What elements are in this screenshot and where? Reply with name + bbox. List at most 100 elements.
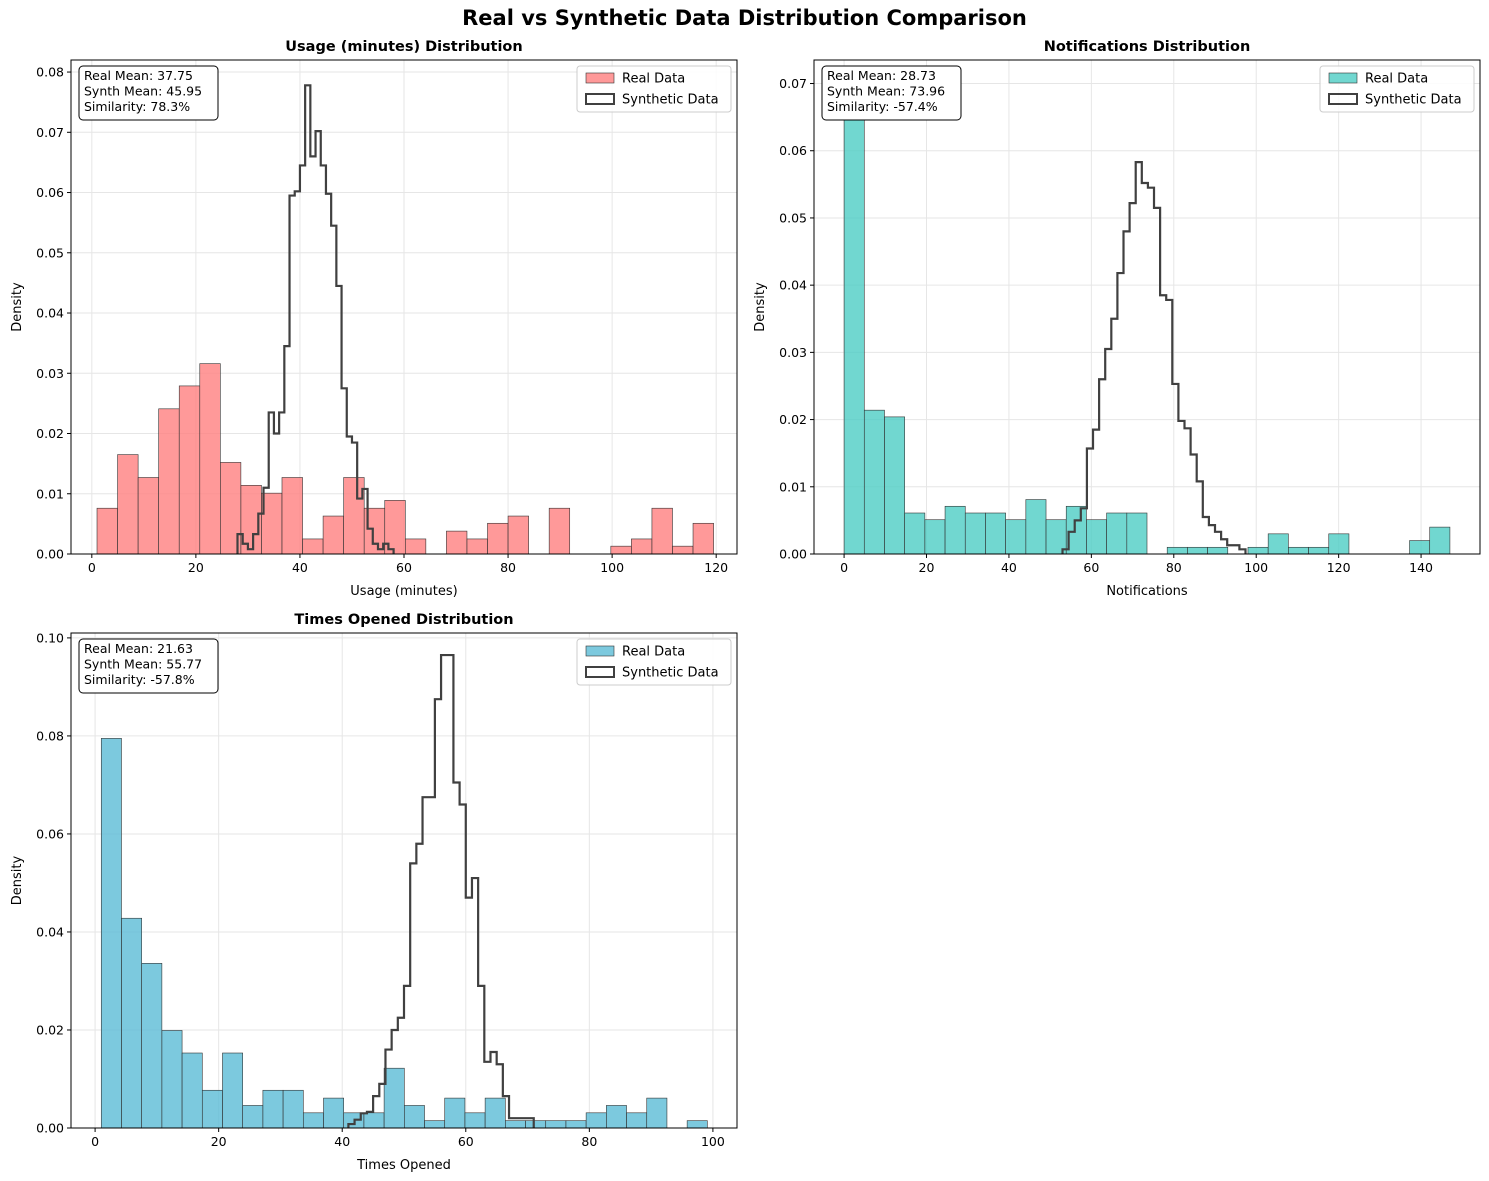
y-axis-label: Density bbox=[753, 282, 768, 332]
histogram-bar bbox=[610, 545, 632, 554]
chart-panel-1: 0 20 40 60 80 100 120 0.00 0.01 0.02 0.03 0.04 0.05 0… bbox=[10, 39, 738, 599]
x-axis-label: Times Opened bbox=[356, 1158, 451, 1173]
histogram-bar bbox=[181, 1052, 203, 1128]
histogram-bar bbox=[505, 1120, 526, 1128]
y-tick-label: 0.03 bbox=[36, 366, 64, 381]
histogram-bar bbox=[363, 1112, 385, 1128]
legend-frame bbox=[576, 65, 732, 113]
y-axis-label: Density bbox=[10, 855, 25, 905]
x-tick-label: 60 bbox=[458, 1134, 474, 1149]
y-tick-label: 0.06 bbox=[36, 826, 64, 841]
histogram-bar bbox=[242, 1105, 264, 1128]
chart-title: Notifications Distribution bbox=[1044, 39, 1251, 55]
histogram-bar bbox=[466, 538, 488, 554]
axes-frame bbox=[70, 632, 738, 1129]
legend-label: Real Data bbox=[1365, 72, 1428, 87]
y-tick-label: 0.02 bbox=[779, 412, 807, 427]
y-tick-label: 0.08 bbox=[36, 65, 64, 80]
axes-frame bbox=[813, 59, 1481, 555]
histogram-bar bbox=[672, 545, 694, 554]
y-tick-label: 0.07 bbox=[779, 76, 807, 91]
histogram-bar bbox=[302, 1112, 324, 1128]
stats-box-frame bbox=[78, 65, 219, 121]
histogram-bar bbox=[863, 409, 885, 554]
histogram-bar bbox=[1288, 546, 1309, 554]
histogram-bar bbox=[944, 505, 966, 554]
x-tick-label: 80 bbox=[500, 560, 516, 575]
y-tick-label: 0.01 bbox=[36, 486, 64, 501]
y-axis-label: Density bbox=[10, 282, 25, 332]
histogram-bar bbox=[383, 1067, 405, 1128]
histogram-bar bbox=[222, 1052, 243, 1128]
legend-label: Real Data bbox=[622, 645, 685, 660]
x-tick-label: 0 bbox=[91, 1134, 99, 1149]
y-tick-label: 0.04 bbox=[779, 278, 807, 293]
y-tick-label: 0.00 bbox=[36, 1121, 64, 1136]
histogram-bar bbox=[141, 963, 163, 1128]
synthetic-step-line bbox=[347, 653, 535, 1128]
histogram-bar bbox=[651, 507, 673, 554]
legend-swatch-real bbox=[585, 645, 615, 657]
histogram-bar bbox=[444, 1097, 466, 1128]
histogram-bar bbox=[1005, 519, 1027, 554]
histogram-bar bbox=[464, 1112, 486, 1128]
stats-line: Similarity: -57.8% bbox=[84, 672, 195, 687]
x-tick-label: 100 bbox=[701, 1134, 725, 1149]
x-tick-label: 100 bbox=[600, 560, 624, 575]
y-tick-label: 0.00 bbox=[36, 547, 64, 562]
histogram-bar bbox=[1267, 533, 1289, 554]
histogram-bar bbox=[1207, 546, 1229, 554]
histogram-bar bbox=[446, 530, 468, 554]
histogram-bar bbox=[1025, 499, 1047, 554]
synthetic-step-line bbox=[236, 84, 395, 554]
histogram-bar bbox=[281, 477, 303, 554]
stats-line: Similarity: 78.3% bbox=[84, 99, 190, 114]
x-tick-label: 80 bbox=[581, 1134, 597, 1149]
legend-label: Synthetic Data bbox=[1365, 93, 1462, 108]
x-tick-label: 140 bbox=[1409, 560, 1433, 575]
legend-label: Real Data bbox=[622, 72, 685, 87]
histogram-bar bbox=[158, 408, 180, 554]
histogram-bar bbox=[322, 515, 344, 554]
stats-line: Synth Mean: 55.77 bbox=[84, 657, 202, 672]
histogram-bar bbox=[424, 1120, 446, 1128]
synthetic-step-line bbox=[1061, 161, 1247, 554]
histogram-bar bbox=[1429, 526, 1451, 554]
histogram-bar bbox=[302, 538, 324, 554]
histogram-bar bbox=[282, 1089, 304, 1128]
histogram-bar bbox=[96, 507, 118, 554]
histogram-bar bbox=[1308, 546, 1330, 554]
x-tick-label: 40 bbox=[292, 560, 308, 575]
legend-swatch-real bbox=[585, 72, 615, 84]
chart-title: Times Opened Distribution bbox=[294, 612, 513, 628]
y-tick-label: 0.08 bbox=[36, 728, 64, 743]
histogram-bar bbox=[262, 1089, 284, 1128]
plot-area bbox=[96, 84, 714, 554]
plot-area bbox=[100, 653, 708, 1128]
histogram-bar bbox=[924, 519, 946, 554]
histogram-bar bbox=[545, 1120, 567, 1128]
histogram-bar bbox=[525, 1120, 547, 1128]
x-tick-label: 80 bbox=[1166, 560, 1182, 575]
y-tick-label: 0.00 bbox=[779, 547, 807, 562]
histogram-bar bbox=[565, 1120, 587, 1128]
stats-line: Synth Mean: 73.96 bbox=[827, 84, 945, 99]
histogram-bar bbox=[606, 1105, 627, 1128]
stats-line: Similarity: -57.4% bbox=[827, 99, 938, 114]
stats-line: Synth Mean: 45.95 bbox=[84, 84, 202, 99]
x-tick-label: 20 bbox=[188, 560, 204, 575]
histogram-bar bbox=[100, 738, 122, 1128]
y-tick-label: 0.06 bbox=[779, 143, 807, 158]
chart-panel-2: 0 20 40 60 80 100 120 140 0.00 0.01 0.02 0.03 0.04 0.… bbox=[753, 39, 1481, 599]
x-tick-label: 120 bbox=[1327, 560, 1351, 575]
histogram-bar bbox=[405, 538, 427, 554]
legend: Real Data Synthetic Data bbox=[576, 65, 732, 113]
legend: Real Data Synthetic Data bbox=[1319, 65, 1475, 113]
histogram-bar bbox=[384, 500, 406, 554]
x-tick-label: 0 bbox=[88, 560, 96, 575]
histogram-bar bbox=[548, 507, 571, 554]
histogram-bar bbox=[121, 917, 142, 1128]
y-tick-label: 0.10 bbox=[36, 630, 64, 645]
x-tick-label: 40 bbox=[334, 1134, 350, 1149]
